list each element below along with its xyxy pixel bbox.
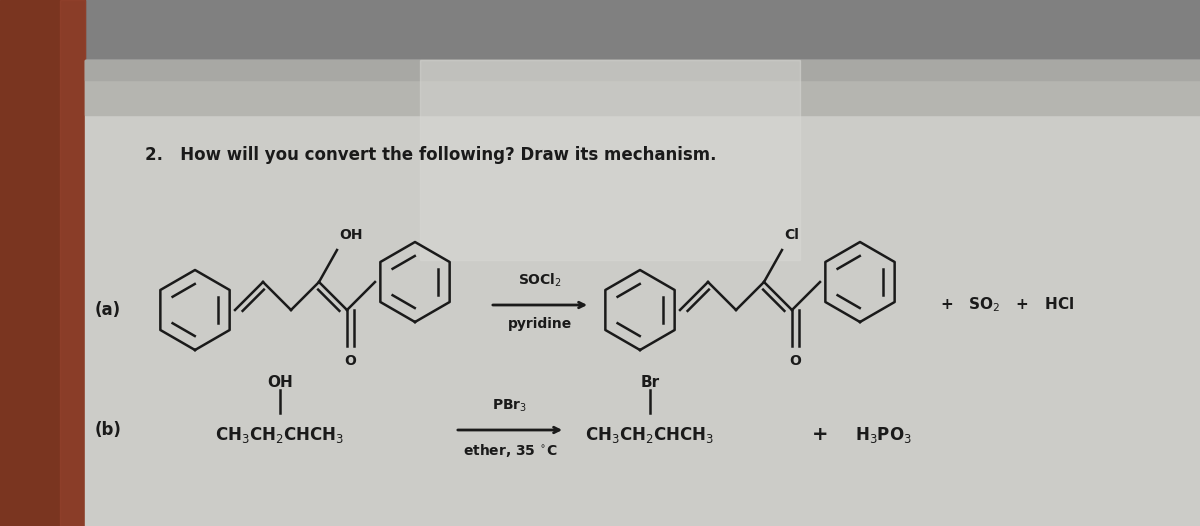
Text: CH$_3$CH$_2$CHCH$_3$: CH$_3$CH$_2$CHCH$_3$ [215,425,344,445]
Text: O: O [344,354,356,368]
Text: Cl: Cl [784,228,799,242]
Text: SOCl$_2$: SOCl$_2$ [518,271,562,289]
Bar [85,60,1200,80]
Polygon shape [0,0,85,526]
Text: +   SO$_2$   +   HCl: + SO$_2$ + HCl [940,296,1074,315]
Text: +: + [811,426,828,444]
Text: ether, 35 $^{\circ}$C: ether, 35 $^{\circ}$C [463,442,557,459]
Polygon shape [60,0,85,526]
Text: Br: Br [641,375,660,390]
Bar [420,60,800,260]
Text: CH$_3$CH$_2$CHCH$_3$: CH$_3$CH$_2$CHCH$_3$ [586,425,714,445]
Text: (a): (a) [95,301,121,319]
Text: 2.   How will you convert the following? Draw its mechanism.: 2. How will you convert the following? D… [145,146,716,164]
Text: O: O [790,354,800,368]
Text: H$_3$PO$_3$: H$_3$PO$_3$ [854,425,912,445]
Bar [85,60,1200,526]
Text: pyridine: pyridine [508,317,572,331]
Text: OH: OH [340,228,362,242]
Text: (b): (b) [95,421,121,439]
Text: PBr$_3$: PBr$_3$ [492,398,528,414]
Bar [85,60,1200,115]
Text: OH: OH [268,375,293,390]
